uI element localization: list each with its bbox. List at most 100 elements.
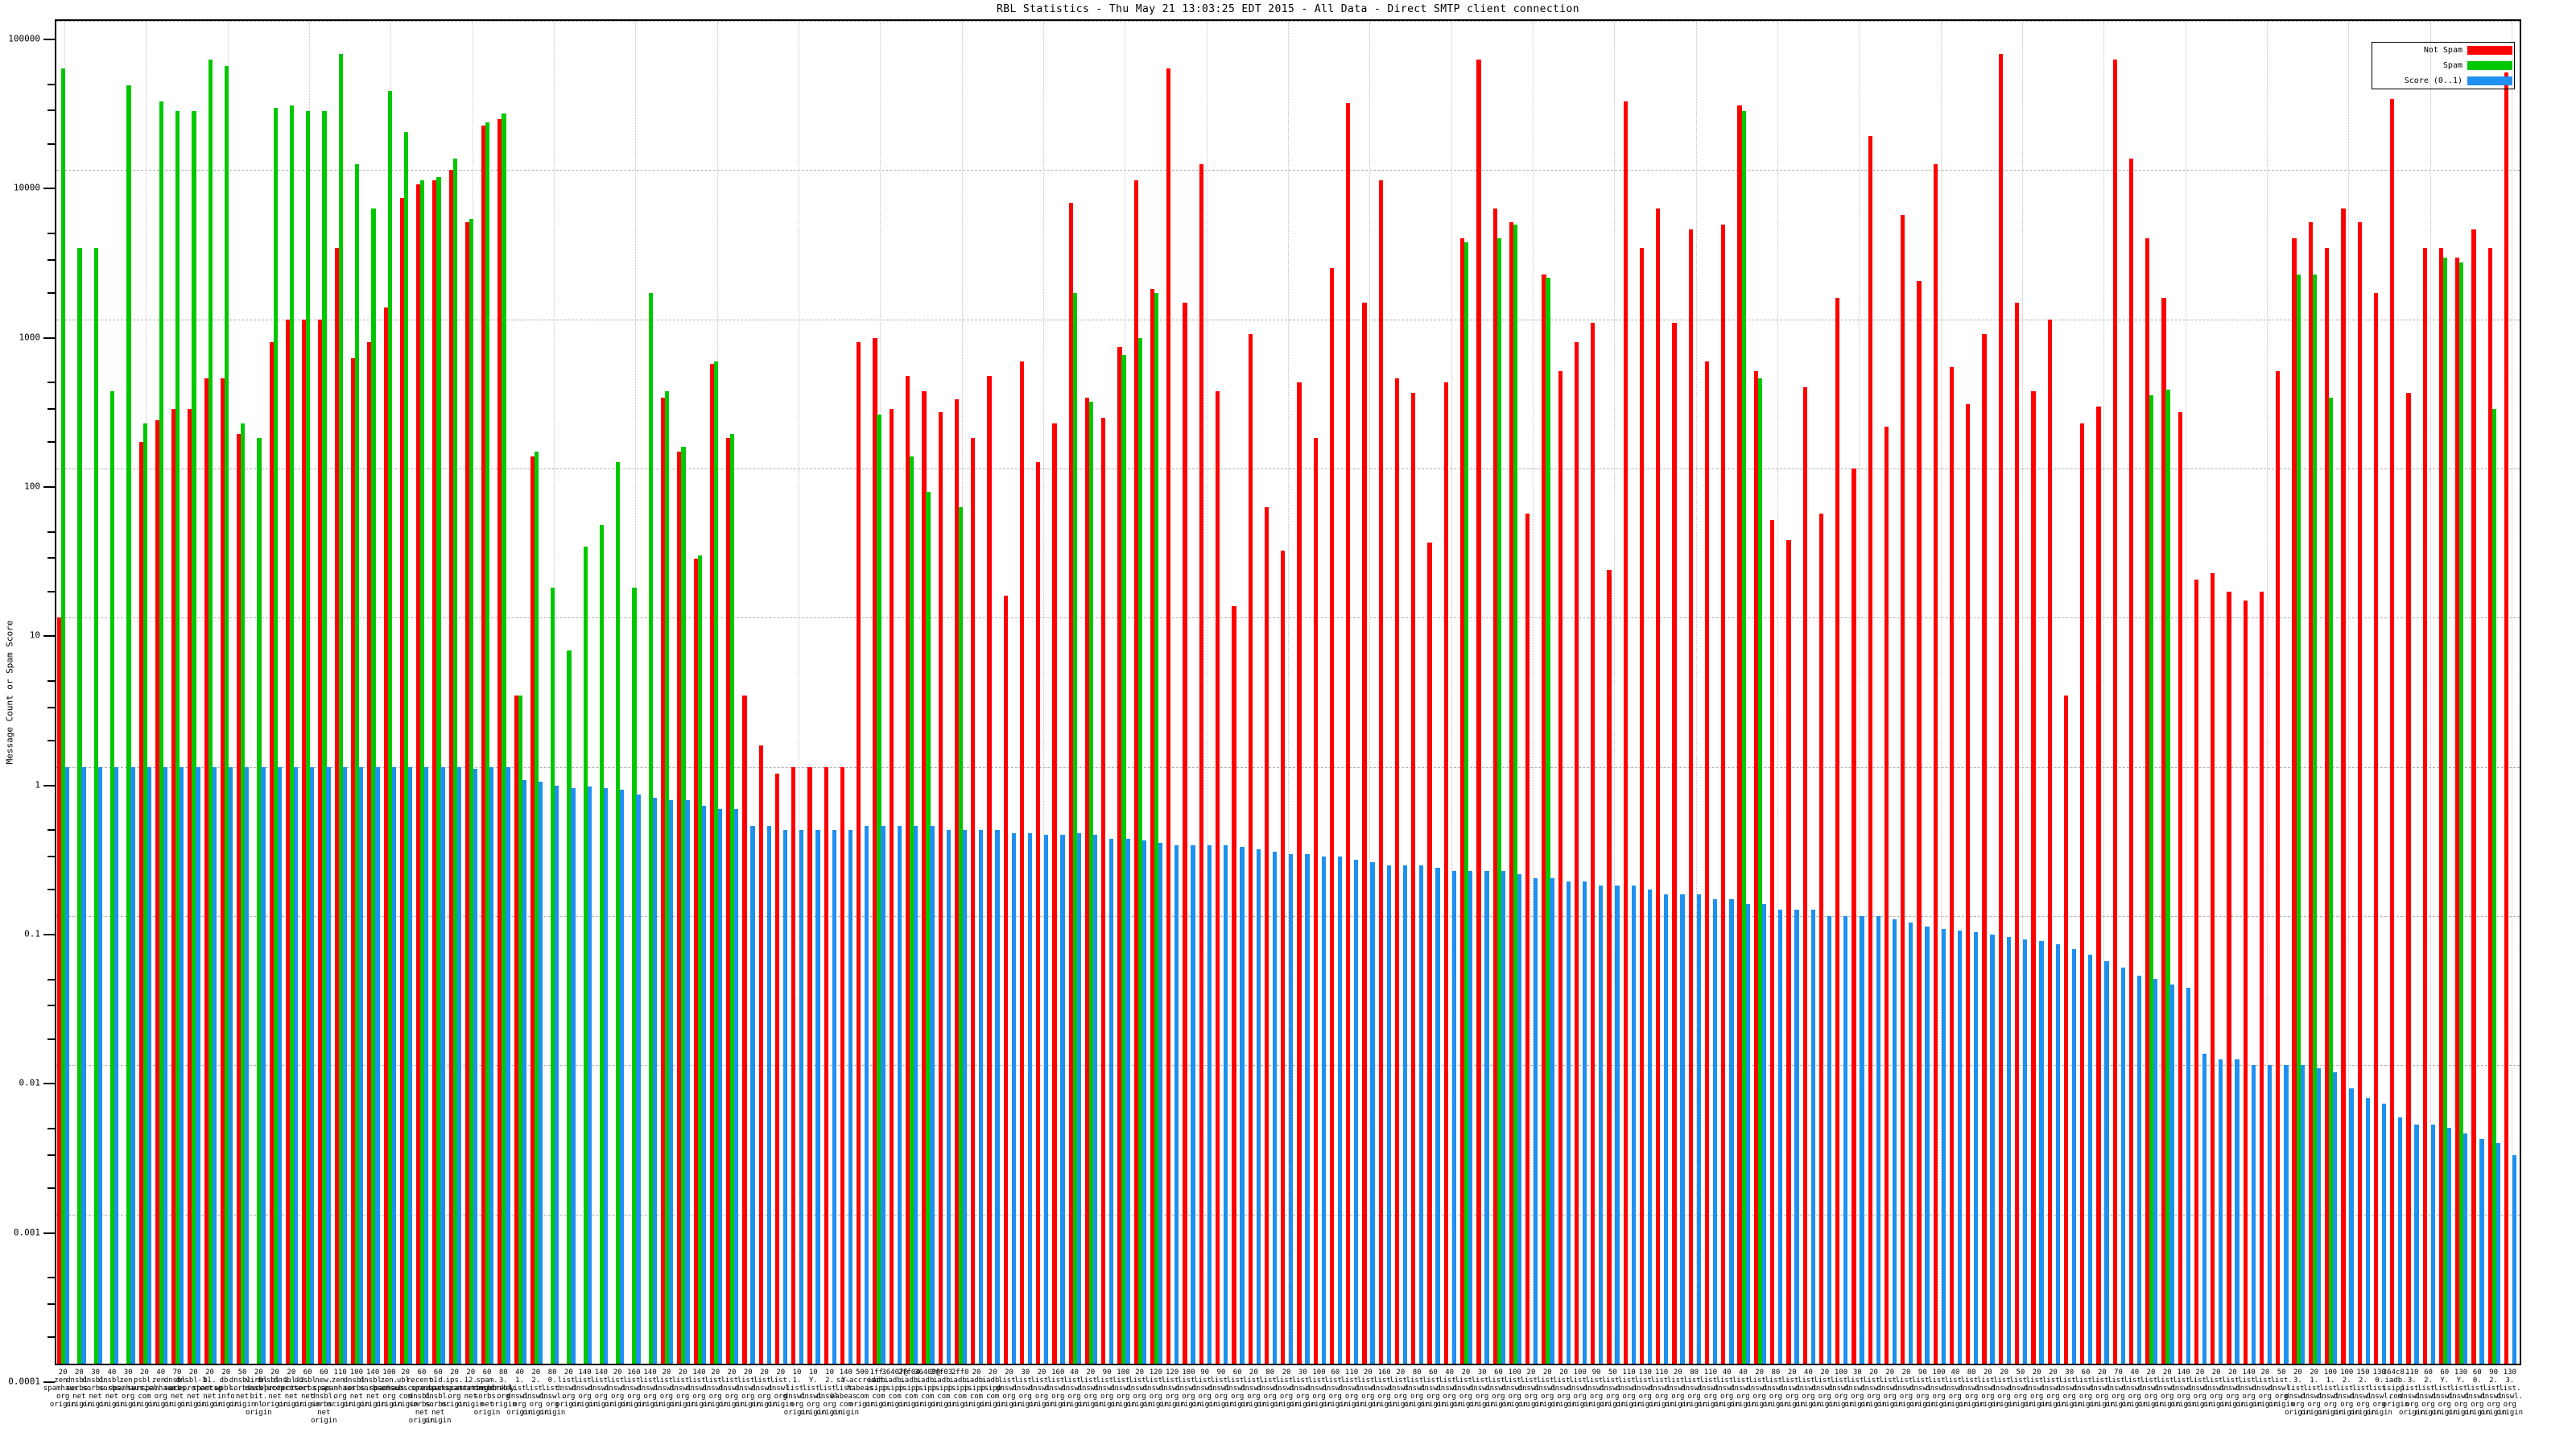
bar-group[interactable]: [334, 21, 350, 1364]
bar-score[interactable]: [2349, 1088, 2354, 1364]
bar-group[interactable]: [1965, 21, 1981, 1364]
bar-group[interactable]: [1687, 21, 1703, 1364]
bar-not_spam[interactable]: [1232, 605, 1236, 1364]
bar-spam[interactable]: [420, 180, 425, 1364]
bar-score[interactable]: [489, 766, 494, 1364]
bar-group[interactable]: [725, 21, 741, 1364]
bar-score[interactable]: [1631, 886, 1636, 1364]
bar-score[interactable]: [342, 766, 347, 1364]
bar-group[interactable]: [986, 21, 1002, 1364]
bar-group[interactable]: [1574, 21, 1590, 1364]
bar-score[interactable]: [636, 795, 641, 1364]
bar-group[interactable]: [366, 21, 382, 1364]
bar-not_spam[interactable]: [726, 438, 731, 1364]
bar-group[interactable]: [350, 21, 366, 1364]
bar-score[interactable]: [2153, 978, 2158, 1364]
bar-not_spam[interactable]: [677, 451, 682, 1364]
bar-score[interactable]: [326, 766, 331, 1364]
bar-group[interactable]: [1002, 21, 1018, 1364]
bar-score[interactable]: [163, 766, 168, 1364]
bar-score[interactable]: [180, 766, 184, 1364]
bar-not_spam[interactable]: [2096, 407, 2101, 1364]
bar-group[interactable]: [56, 21, 72, 1364]
bar-not_spam[interactable]: [1542, 274, 1546, 1364]
bar-group[interactable]: [1884, 21, 1900, 1364]
bar-group[interactable]: [840, 21, 856, 1364]
bar-score[interactable]: [2398, 1117, 2403, 1364]
bar-group[interactable]: [1704, 21, 1720, 1364]
bar-group[interactable]: [236, 21, 252, 1364]
bar-score[interactable]: [913, 826, 919, 1364]
bar-group[interactable]: [1639, 21, 1655, 1364]
bar-group[interactable]: [1818, 21, 1835, 1364]
bar-group[interactable]: [1671, 21, 1687, 1364]
bar-score[interactable]: [1305, 854, 1310, 1364]
bar-not_spam[interactable]: [2308, 221, 2314, 1364]
bar-score[interactable]: [228, 766, 233, 1364]
bar-not_spam[interactable]: [922, 390, 927, 1364]
bar-group[interactable]: [2177, 21, 2193, 1364]
bar-not_spam[interactable]: [1036, 462, 1041, 1364]
bar-spam[interactable]: [1546, 278, 1550, 1364]
bar-not_spam[interactable]: [840, 766, 845, 1364]
bar-not_spam[interactable]: [1623, 101, 1628, 1364]
bar-spam[interactable]: [518, 696, 522, 1364]
bar-score[interactable]: [2088, 955, 2093, 1364]
bar-score[interactable]: [1125, 838, 1130, 1364]
bar-spam[interactable]: [371, 208, 376, 1364]
bar-not_spam[interactable]: [857, 342, 861, 1364]
bar-not_spam[interactable]: [2471, 229, 2476, 1364]
bar-group[interactable]: [415, 21, 431, 1364]
bar-not_spam[interactable]: [2390, 98, 2395, 1364]
bar-score[interactable]: [407, 766, 413, 1364]
bar-group[interactable]: [171, 21, 187, 1364]
bar-score[interactable]: [1517, 874, 1522, 1364]
bar-not_spam[interactable]: [383, 308, 388, 1364]
bar-not_spam[interactable]: [905, 375, 910, 1364]
bar-not_spam[interactable]: [2161, 297, 2166, 1364]
bar-score[interactable]: [685, 799, 690, 1364]
bar-not_spam[interactable]: [1133, 180, 1138, 1364]
bar-score[interactable]: [1468, 871, 1473, 1364]
bar-spam[interactable]: [1513, 225, 1518, 1364]
bar-group[interactable]: [187, 21, 203, 1364]
bar-not_spam[interactable]: [1199, 163, 1203, 1364]
bar-spam[interactable]: [403, 132, 409, 1364]
bar-not_spam[interactable]: [350, 357, 356, 1364]
bar-score[interactable]: [1011, 832, 1016, 1364]
bar-group[interactable]: [2291, 21, 2307, 1364]
bar-score[interactable]: [1092, 835, 1098, 1364]
bar-spam[interactable]: [2165, 389, 2170, 1364]
bar-not_spam[interactable]: [1770, 520, 1775, 1364]
bar-not_spam[interactable]: [1281, 551, 1286, 1364]
bar-group[interactable]: [317, 21, 333, 1364]
bar-not_spam[interactable]: [2014, 302, 2020, 1364]
bar-not_spam[interactable]: [2145, 237, 2150, 1364]
bar-group[interactable]: [1949, 21, 1965, 1364]
bar-group[interactable]: [1541, 21, 1557, 1364]
bar-not_spam[interactable]: [481, 125, 486, 1364]
bar-score[interactable]: [440, 766, 445, 1364]
bar-score[interactable]: [1761, 904, 1767, 1364]
bar-score[interactable]: [930, 826, 935, 1364]
bar-score[interactable]: [1321, 857, 1326, 1364]
bar-not_spam[interactable]: [171, 409, 176, 1364]
bar-not_spam[interactable]: [2243, 601, 2248, 1364]
bar-not_spam[interactable]: [1721, 225, 1726, 1364]
bar-score[interactable]: [2136, 975, 2142, 1364]
bar-group[interactable]: [2112, 21, 2128, 1364]
bar-score[interactable]: [1354, 859, 1359, 1364]
bar-spam[interactable]: [208, 60, 213, 1364]
bar-spam[interactable]: [257, 438, 262, 1364]
bar-score[interactable]: [2381, 1104, 2387, 1364]
bar-group[interactable]: [1851, 21, 1867, 1364]
bar-score[interactable]: [865, 826, 869, 1364]
bar-spam[interactable]: [958, 507, 964, 1364]
bar-not_spam[interactable]: [1329, 268, 1335, 1364]
bar-group[interactable]: [252, 21, 268, 1364]
bar-not_spam[interactable]: [693, 558, 698, 1364]
bar-not_spam[interactable]: [1688, 229, 1693, 1364]
bar-not_spam[interactable]: [1574, 342, 1579, 1364]
bar-spam[interactable]: [551, 587, 555, 1364]
bar-group[interactable]: [2454, 21, 2471, 1364]
